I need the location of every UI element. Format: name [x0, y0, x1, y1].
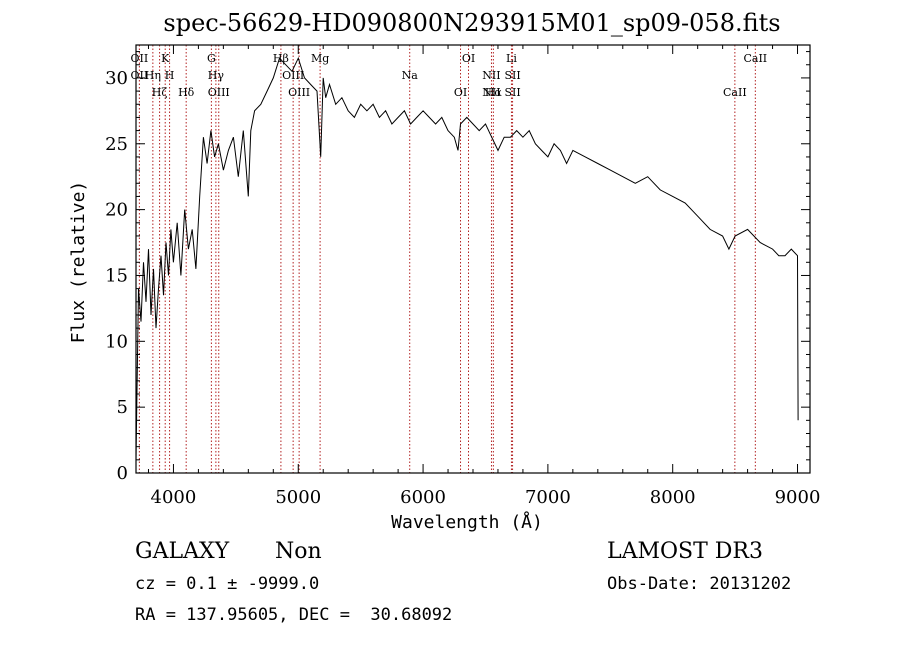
y-tick-label: 20 — [105, 200, 128, 221]
x-tick-label: 5000 — [275, 487, 321, 508]
line-label: OIII — [208, 86, 230, 99]
line-label: Mg — [311, 52, 329, 65]
y-axis-ticks: 0 5 10 15 20 25 30 — [105, 51, 810, 484]
obs-date: Obs-Date: 20131202 — [607, 574, 791, 594]
line-label: CaII — [743, 52, 767, 65]
line-label: Hζ — [152, 86, 168, 99]
line-label: OI — [462, 52, 475, 65]
line-label: Li — [506, 52, 517, 65]
line-label: Hδ — [178, 86, 195, 99]
line-label: Hα — [485, 86, 503, 99]
x-tick-label: 8000 — [650, 487, 696, 508]
line-label: CaII — [723, 86, 747, 99]
y-tick-label: 30 — [105, 68, 128, 89]
x-axis-label: Wavelength (Å) — [391, 511, 543, 533]
line-label: NII — [482, 69, 500, 82]
line-label: OIII — [282, 69, 304, 82]
y-tick-label: 0 — [117, 463, 128, 484]
line-label: OII — [131, 69, 149, 82]
line-label: OII — [131, 52, 149, 65]
survey-name: LAMOST DR3 — [607, 539, 763, 564]
spectral-line-markers — [138, 45, 756, 473]
line-label: G — [207, 52, 216, 65]
y-tick-label: 25 — [105, 134, 128, 155]
y-tick-label: 10 — [105, 331, 128, 352]
spectrum-line — [135, 56, 799, 460]
y-tick-label: 5 — [117, 397, 128, 418]
chart-title: spec-56629-HD090800N293915M01_sp09-058.f… — [163, 9, 780, 37]
plot-frame — [135, 44, 811, 474]
line-label: OIII — [288, 86, 310, 99]
x-tick-label: 7000 — [525, 487, 571, 508]
object-class: GALAXY — [135, 539, 230, 564]
coordinates: RA = 137.95605, DEC = 30.68092 — [135, 605, 452, 625]
line-label: Hβ — [273, 52, 289, 65]
line-label: Hγ — [208, 69, 225, 82]
line-label: Hη — [145, 69, 161, 82]
object-subclass: Non — [275, 539, 322, 564]
line-label: SII — [504, 69, 520, 82]
line-label: OI — [454, 86, 467, 99]
line-label: NII — [482, 86, 500, 99]
line-label: H — [165, 69, 175, 82]
y-tick-label: 15 — [105, 265, 128, 286]
x-tick-label: 9000 — [775, 487, 821, 508]
redshift-readout: cz = 0.1 ± -9999.0 — [135, 574, 319, 594]
x-tick-label: 4000 — [151, 487, 197, 508]
line-label: SII — [504, 86, 520, 99]
x-tick-label: 6000 — [400, 487, 446, 508]
line-label: Na — [402, 69, 419, 82]
spectral-line-labels: OIIOIIHηHζKHHδGHγOIIIHβOIIIOIIIMgNaOIOIN… — [131, 52, 768, 99]
x-axis-ticks: 4000 5000 6000 7000 8000 9000 — [147, 45, 821, 508]
y-axis-label: Flux (relative) — [68, 181, 89, 344]
line-label: K — [161, 52, 170, 65]
